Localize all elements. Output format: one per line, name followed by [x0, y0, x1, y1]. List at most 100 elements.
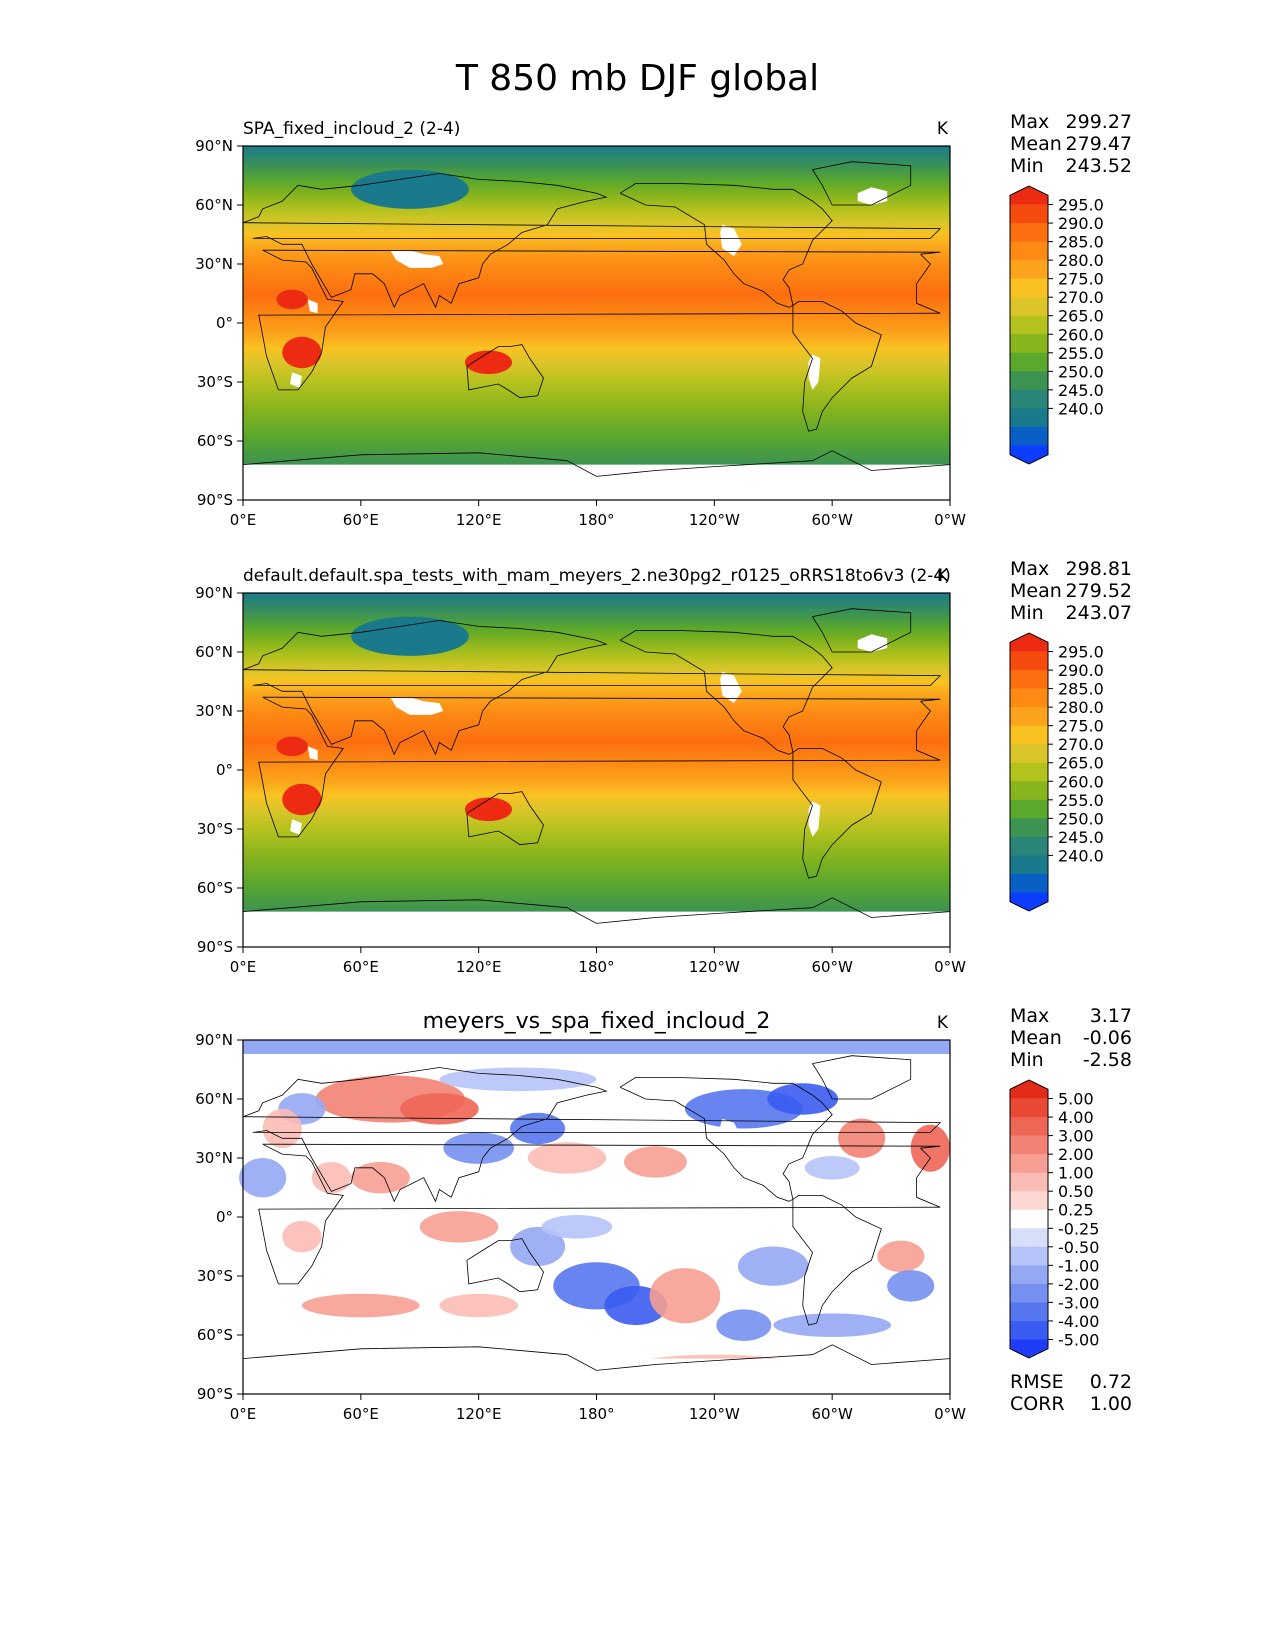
masked-terrain-3 [808, 801, 821, 837]
anomaly-21 [877, 1240, 925, 1273]
colorbar-segment [1010, 836, 1048, 856]
masked-terrain-5 [290, 372, 302, 388]
y-tick-label: 30°N [195, 255, 233, 273]
y-tick-label: 60°S [197, 1326, 233, 1344]
colorbar-tick-label: -4.00 [1058, 1312, 1099, 1331]
colorbar-tick-label: 265.0 [1058, 754, 1104, 773]
x-tick-label: 180° [578, 511, 614, 529]
y-tick-label: 30°N [195, 702, 233, 720]
arctic-band [243, 1040, 950, 1054]
metrics-diff: RMSE 0.72 CORR 1.00 [1010, 1371, 1132, 1415]
antarctica-mask [243, 911, 950, 947]
antarctica-mask [243, 1358, 950, 1394]
colorbar-tick-label: 4.00 [1058, 1108, 1094, 1127]
x-tick-label: 0°E [230, 511, 257, 529]
metric-row: CORR 1.00 [1010, 1393, 1132, 1415]
stat-row: Min -2.58 [1010, 1049, 1132, 1071]
anomaly-3 [262, 1108, 302, 1149]
warm-core-1 [464, 797, 513, 822]
anomaly-11 [838, 1118, 886, 1159]
colorbar: 295.0290.0285.0280.0275.0270.0265.0260.0… [1009, 632, 1104, 912]
colorbar-tick-label: 245.0 [1058, 828, 1104, 847]
units-label: K [937, 566, 949, 586]
anomaly-14 [351, 1161, 410, 1194]
colorbar-segment [1010, 241, 1048, 261]
stat-row: Min 243.07 [1010, 602, 1132, 624]
coastline-0 [258, 696, 941, 838]
colorbar-tick-label: 260.0 [1058, 325, 1104, 344]
stat-row: Min 243.52 [1010, 155, 1132, 177]
masked-terrain-2 [720, 224, 742, 257]
colorbar-segment [1010, 744, 1048, 764]
y-tick-label: 60°S [197, 432, 233, 450]
stat-value: 279.52 [1065, 580, 1132, 602]
x-tick-label: 60°W [811, 1405, 853, 1423]
panel-test: 0°E 60°E 120°E 180° 120°W 60°W 0°W 90°N 60°N 30°N… [195, 119, 1104, 529]
cold-pool [351, 616, 469, 656]
stat-label: Min [1010, 1049, 1044, 1071]
coastline-4 [466, 1238, 544, 1293]
stat-row: Mean 279.47 [1010, 133, 1132, 155]
colorbar-segment [1010, 1265, 1048, 1285]
stats-reference: Max 298.81 Mean 279.52 Min 243.07 [1010, 558, 1132, 624]
colorbar-outline [1009, 1079, 1049, 1359]
colorbar-segment [1010, 371, 1048, 391]
colorbar-segment [1010, 855, 1048, 875]
colorbar-tick-label: 240.0 [1058, 846, 1104, 865]
coastline-1 [242, 1067, 942, 1203]
x-tick-label: 180° [578, 1405, 614, 1423]
colorbar-tick-label: 3.00 [1058, 1127, 1094, 1146]
colorbar-segment [1010, 204, 1048, 224]
colorbar-segment [1010, 707, 1048, 727]
colorbar-segment [1010, 670, 1048, 690]
coastline-6 [242, 450, 951, 477]
colorbar-tick-label: 245.0 [1058, 381, 1104, 400]
anomaly-23 [301, 1293, 420, 1318]
stat-row: Mean 279.52 [1010, 580, 1132, 602]
colorbar-extend-min [1010, 892, 1048, 911]
stat-value: -2.58 [1082, 1049, 1132, 1071]
colorbar-segment [1010, 799, 1048, 819]
y-tick-label: 90°S [197, 491, 233, 509]
panel-title: default.default.spa_tests_with_mam_meyer… [243, 566, 951, 586]
masked-terrain-5 [290, 819, 302, 835]
colorbar-tick-label: 2.00 [1058, 1145, 1094, 1164]
panel-reference: 0°E 60°E 120°E 180° 120°W 60°W 0°W 90°N 60°N 30°N… [195, 566, 1104, 976]
x-tick-label: 0°E [230, 958, 257, 976]
colorbar-segment [1010, 1154, 1048, 1174]
colorbar-segment [1010, 260, 1048, 280]
colorbar-segment [1010, 1191, 1048, 1211]
colorbar-outline [1009, 185, 1049, 465]
masked-terrain-0 [390, 250, 444, 268]
colorbar-tick-label: 265.0 [1058, 307, 1104, 326]
metric-row: RMSE 0.72 [1010, 1371, 1132, 1393]
stat-value: 3.17 [1089, 1005, 1132, 1027]
colorbar-segment [1010, 1228, 1048, 1248]
x-tick-label: 60°W [811, 511, 853, 529]
colorbar-tick-label: 290.0 [1058, 661, 1104, 680]
y-tick-label: 60°N [195, 643, 233, 661]
colorbar-tick-label: 295.0 [1058, 196, 1104, 215]
x-tick-label: 120°E [456, 511, 502, 529]
cold-pool [351, 169, 469, 209]
x-tick-label: 0°W [934, 511, 966, 529]
coastline-4 [466, 344, 544, 399]
x-tick-label: 120°W [689, 1405, 740, 1423]
anomaly-6 [510, 1112, 566, 1145]
masked-terrain-2 [720, 671, 742, 704]
anomaly-7 [527, 1142, 607, 1174]
stat-label: Mean [1010, 133, 1062, 155]
panel-diff: 0°E 60°E 120°E 180° 120°W 60°W 0°W 90°N 60°N 30°N… [195, 1009, 1099, 1423]
colorbar-segment [1010, 408, 1048, 428]
colorbar-segment [1010, 223, 1048, 243]
stat-label: Mean [1010, 580, 1062, 602]
colorbar-tick-label: 275.0 [1058, 270, 1104, 289]
masked-terrain-0 [390, 1144, 444, 1162]
colorbar-tick-label: 5.00 [1058, 1090, 1094, 1109]
coastline-0 [258, 1143, 941, 1285]
colorbar-tick-label: 270.0 [1058, 735, 1104, 754]
anomaly-13 [311, 1161, 352, 1194]
y-tick-label: 90°S [197, 1385, 233, 1403]
stat-value: 243.52 [1065, 155, 1132, 177]
colorbar-tick-label: 250.0 [1058, 362, 1104, 381]
